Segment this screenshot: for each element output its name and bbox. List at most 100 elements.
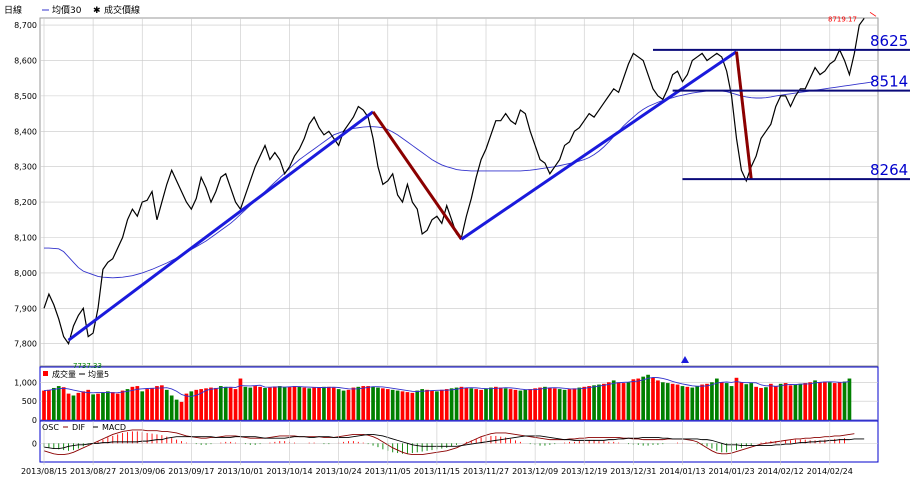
volume-bar xyxy=(160,385,164,420)
volume-bar xyxy=(287,386,292,420)
x-tick-label: 2013/09/06 xyxy=(119,467,165,476)
max-marker xyxy=(869,12,877,17)
volume-bar xyxy=(351,387,356,420)
volume-bar xyxy=(385,389,390,420)
volume-bar xyxy=(110,392,115,420)
volume-bar xyxy=(302,387,307,420)
macd-panel: 0 xyxy=(32,420,879,463)
x-tick-label: 2013/11/15 xyxy=(414,467,460,476)
price-tick-label: 8,000 xyxy=(14,269,37,278)
volume-bar xyxy=(444,389,449,420)
volume-bar xyxy=(552,388,557,420)
volume-bar xyxy=(96,393,100,420)
volume-bar xyxy=(769,383,773,420)
volume-bar xyxy=(204,388,208,420)
volume-bar xyxy=(626,382,631,420)
volume-tick-label: 1,000 xyxy=(14,378,37,387)
volume-ma-legend-label: 均量5 xyxy=(88,369,109,379)
volume-bar xyxy=(705,383,709,420)
x-tick-label: 2013/11/27 xyxy=(463,467,509,476)
volume-bar xyxy=(670,383,675,420)
volume-bar xyxy=(282,387,287,420)
macd-legend-label: MACD xyxy=(102,423,126,432)
volume-bar xyxy=(493,386,498,420)
volume-bar xyxy=(268,387,272,420)
dif-legend-label: DIF xyxy=(72,423,86,432)
volume-bar xyxy=(508,389,513,420)
volume-bar xyxy=(140,391,145,420)
volume-bar xyxy=(263,387,267,420)
volume-bar xyxy=(587,386,591,420)
volume-bar xyxy=(606,382,611,420)
volume-bar xyxy=(47,389,51,420)
volume-bar xyxy=(214,387,218,420)
volume-bar xyxy=(719,382,724,420)
volume-bar xyxy=(778,383,783,420)
x-tick-label: 2013/10/24 xyxy=(316,467,362,476)
volume-bar xyxy=(135,386,140,420)
volume-bar xyxy=(425,389,429,420)
volume-bar xyxy=(459,386,464,420)
volume-bar xyxy=(174,399,179,420)
volume-bar xyxy=(435,391,439,420)
volume-bar xyxy=(498,387,503,420)
volume-bar xyxy=(479,389,483,420)
macd-tick-label: 0 xyxy=(32,439,37,448)
volume-bar xyxy=(528,389,533,420)
price-tick-label: 8,500 xyxy=(14,92,37,101)
volume-bar xyxy=(832,383,837,420)
x-tick-label: 2013/11/05 xyxy=(365,467,411,476)
price-tick-label: 8,300 xyxy=(14,163,37,172)
volume-bar xyxy=(656,380,660,420)
volume-bar xyxy=(439,389,444,420)
volume-bar xyxy=(484,388,488,420)
volume-bar xyxy=(420,389,425,420)
volume-bar xyxy=(76,392,81,420)
volume-bar xyxy=(150,387,154,420)
volume-bar xyxy=(788,385,793,420)
volume-bar xyxy=(331,387,336,420)
volume-bar xyxy=(400,391,405,420)
volume-bar xyxy=(189,391,194,420)
x-tick-label: 2014/01/23 xyxy=(709,467,755,476)
volume-bar xyxy=(523,389,528,420)
volume-bar xyxy=(169,395,174,420)
volume-bar xyxy=(700,384,704,420)
volume-bar xyxy=(228,387,233,420)
volume-ma-line xyxy=(43,376,850,397)
volume-bar xyxy=(415,390,420,420)
price-tick-label: 8,100 xyxy=(14,233,37,242)
volume-bar xyxy=(341,390,346,420)
volume-bar xyxy=(194,389,199,420)
volume-bar xyxy=(813,380,817,420)
x-tick-label: 2013/08/27 xyxy=(70,467,116,476)
volume-bar xyxy=(847,378,852,420)
price-tick-label: 8,400 xyxy=(14,127,37,136)
volume-bar xyxy=(597,384,601,420)
volume-bar xyxy=(759,387,763,420)
volume-panel: 0 500 1,000 xyxy=(14,366,879,425)
volume-bar xyxy=(130,386,135,420)
volume-bar xyxy=(793,384,798,420)
volume-bar xyxy=(371,386,375,420)
price-tick-label: 8,200 xyxy=(14,198,37,207)
volume-bar xyxy=(390,389,395,420)
volume-bar xyxy=(474,389,479,420)
volume-bar xyxy=(631,379,636,420)
volume-legend-label: 成交量 xyxy=(52,369,76,379)
volume-bar xyxy=(81,391,86,420)
volume-bar xyxy=(562,389,567,420)
volume-bar xyxy=(356,386,361,420)
price-tick-label: 7,800 xyxy=(14,340,37,349)
volume-bar xyxy=(538,387,542,420)
volume-bar xyxy=(567,389,572,420)
min-price-label: 7737.33 xyxy=(73,362,102,370)
volume-bar xyxy=(233,389,238,420)
volume-bar xyxy=(106,391,110,420)
x-tick-label: 2013/12/31 xyxy=(610,467,656,476)
downtrend-line xyxy=(371,110,463,241)
x-tick-label: 2013/12/09 xyxy=(512,467,558,476)
volume-bar xyxy=(823,381,827,420)
price-plot-area xyxy=(39,17,879,367)
